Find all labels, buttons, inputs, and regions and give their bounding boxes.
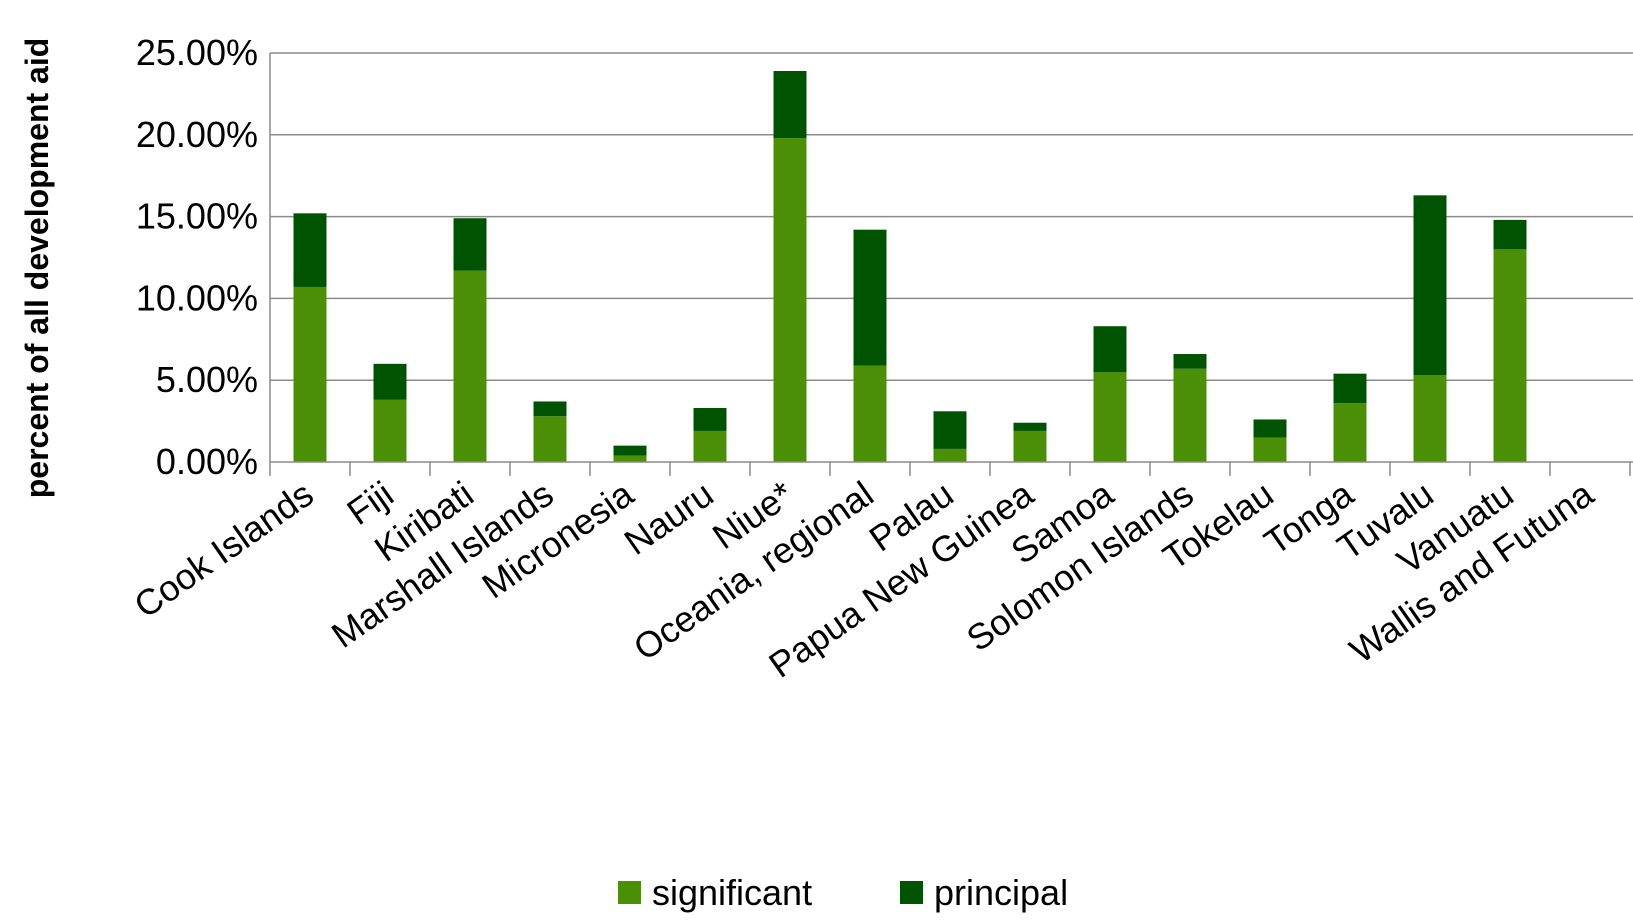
axes xyxy=(269,53,1633,476)
bar-significant xyxy=(613,455,647,462)
legend-swatch-principal xyxy=(900,881,923,904)
bar-significant xyxy=(293,286,327,462)
bar-significant xyxy=(853,365,887,462)
bar-principal xyxy=(1333,373,1367,404)
x-tick-label: Nauru xyxy=(617,473,721,563)
bar-principal xyxy=(773,70,807,139)
y-tick-labels: 0.00% 5.00% 10.00% 15.00% 20.00% 25.00% xyxy=(136,32,258,482)
bar-significant xyxy=(1253,437,1287,462)
bar-significant xyxy=(1333,403,1367,462)
bar-significant xyxy=(453,270,487,462)
y-tick-label: 10.00% xyxy=(136,277,258,318)
legend: significant principal xyxy=(618,872,1068,913)
bar-principal xyxy=(853,229,887,366)
bar-principal xyxy=(1253,419,1287,438)
bar-principal xyxy=(533,401,567,417)
bar-principal xyxy=(453,218,487,271)
y-tick-label: 25.00% xyxy=(136,32,258,73)
bar-significant xyxy=(693,430,727,462)
bar-significant xyxy=(1093,372,1127,462)
bar-principal xyxy=(1413,195,1447,376)
bar-principal xyxy=(1093,326,1127,373)
bar-principal xyxy=(1173,354,1207,369)
y-axis-label: percent of all development aid xyxy=(19,38,55,499)
legend-swatch-significant xyxy=(618,881,641,904)
bar-significant xyxy=(1493,249,1527,462)
legend-label-significant: significant xyxy=(652,872,812,913)
bar-principal xyxy=(933,411,967,449)
bar-principal xyxy=(293,213,327,287)
bar-significant xyxy=(933,448,967,462)
y-tick-label: 0.00% xyxy=(156,441,258,482)
bar-principal xyxy=(613,445,647,456)
bar-significant xyxy=(533,416,567,462)
bar-principal xyxy=(693,408,727,431)
bar-principal xyxy=(1493,219,1527,250)
x-tick-label: Cook Islands xyxy=(127,473,321,626)
bar-significant xyxy=(1013,430,1047,462)
bar-significant xyxy=(373,399,407,462)
y-tick-label: 20.00% xyxy=(136,114,258,155)
bar-significant xyxy=(1173,368,1207,462)
bar-principal xyxy=(373,363,407,400)
y-tick-label: 5.00% xyxy=(156,359,258,400)
bar-principal xyxy=(1013,422,1047,431)
y-tick-label: 15.00% xyxy=(136,196,258,237)
bars xyxy=(293,70,1527,462)
legend-label-principal: principal xyxy=(934,872,1068,913)
bar-significant xyxy=(1413,375,1447,462)
bar-significant xyxy=(773,138,807,462)
gridlines xyxy=(270,52,1633,381)
